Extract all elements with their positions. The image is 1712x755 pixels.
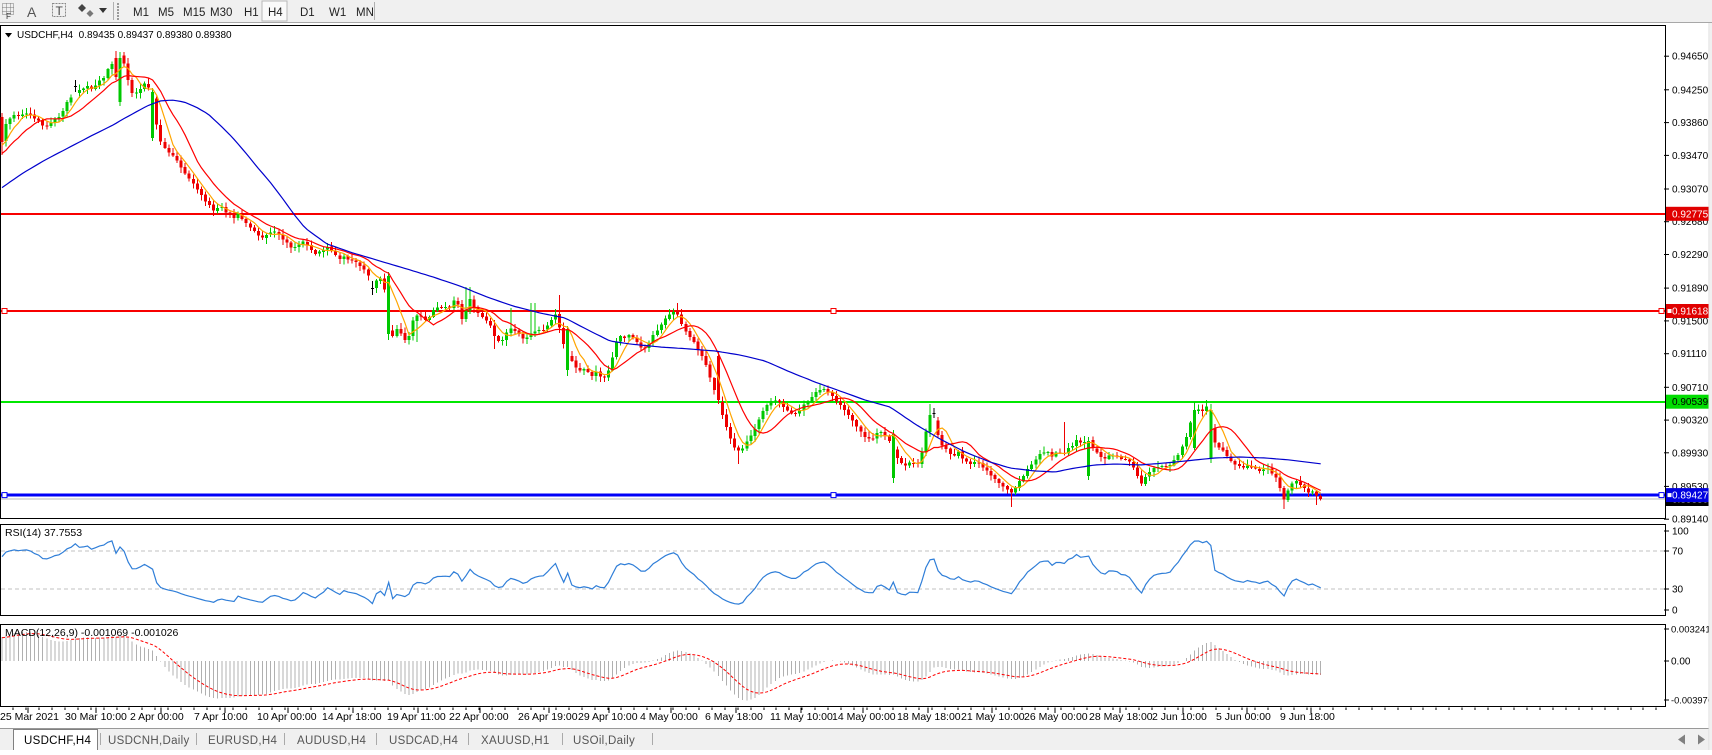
svg-text:EURUSD,H4: EURUSD,H4 <box>208 735 277 747</box>
svg-text:26 May 00:00: 26 May 00:00 <box>1024 711 1088 723</box>
svg-text:29 Apr 10:00: 29 Apr 10:00 <box>578 711 638 723</box>
svg-text:0.92290: 0.92290 <box>1672 250 1709 261</box>
svg-text:28 May 18:00: 28 May 18:00 <box>1089 711 1153 723</box>
svg-text:11 May 10:00: 11 May 10:00 <box>770 711 833 723</box>
svg-text:70: 70 <box>1672 547 1684 558</box>
svg-text:0.90710: 0.90710 <box>1672 383 1709 394</box>
svg-text:M15: M15 <box>183 7 205 19</box>
svg-text:9 Jun 18:00: 9 Jun 18:00 <box>1280 711 1335 723</box>
svg-text:M5: M5 <box>158 7 174 19</box>
svg-text:F: F <box>6 12 11 21</box>
svg-text:0.90539: 0.90539 <box>1672 397 1709 408</box>
svg-text:0.94250: 0.94250 <box>1672 85 1709 96</box>
svg-text:MACD(12,26,9) -0.001069 -0.001: MACD(12,26,9) -0.001069 -0.001026 <box>5 627 179 639</box>
svg-text:AUDUSD,H4: AUDUSD,H4 <box>297 735 366 747</box>
svg-text:7 Apr 10:00: 7 Apr 10:00 <box>194 711 248 723</box>
svg-text:22 Apr 00:00: 22 Apr 00:00 <box>449 711 509 723</box>
svg-text:19 Apr 11:00: 19 Apr 11:00 <box>387 711 446 723</box>
svg-text:0.93070: 0.93070 <box>1672 185 1709 196</box>
svg-text:0.89427: 0.89427 <box>1672 491 1709 502</box>
svg-text:30 Mar 10:00: 30 Mar 10:00 <box>65 711 127 723</box>
svg-text:-0.003976: -0.003976 <box>1671 696 1712 706</box>
svg-text:18 May 18:00: 18 May 18:00 <box>897 711 961 723</box>
svg-text:0.93860: 0.93860 <box>1672 118 1709 129</box>
svg-text:USDCAD,H4: USDCAD,H4 <box>389 735 458 747</box>
svg-text:M1: M1 <box>133 7 149 19</box>
svg-text:4 May 00:00: 4 May 00:00 <box>640 711 698 723</box>
svg-text:USDCHF,H4 0.89435 0.89437 0.8: USDCHF,H4 0.89435 0.89437 0.89380 0.8938… <box>17 30 232 41</box>
svg-text:USDCHF,H4: USDCHF,H4 <box>24 735 92 747</box>
svg-text:5 Jun 00:00: 5 Jun 00:00 <box>1216 711 1271 723</box>
svg-text:0.003241: 0.003241 <box>1671 625 1711 636</box>
svg-text:0.92680: 0.92680 <box>1672 217 1709 228</box>
svg-text:0.91110: 0.91110 <box>1672 349 1707 360</box>
svg-text:W1: W1 <box>329 7 346 19</box>
svg-text:6 May 18:00: 6 May 18:00 <box>705 711 763 723</box>
svg-text:100: 100 <box>1672 527 1689 538</box>
svg-text:0.91500: 0.91500 <box>1672 316 1709 327</box>
svg-text:0.90320: 0.90320 <box>1672 416 1709 427</box>
svg-text:0.93470: 0.93470 <box>1672 151 1709 162</box>
svg-text:26 Apr 19:00: 26 Apr 19:00 <box>518 711 578 723</box>
svg-text:14 May 00:00: 14 May 00:00 <box>832 711 896 723</box>
svg-text:0.92775: 0.92775 <box>1672 209 1709 220</box>
svg-text:A: A <box>27 4 37 20</box>
svg-text:0.91618: 0.91618 <box>1672 307 1709 318</box>
svg-text:RSI(14) 37.7553: RSI(14) 37.7553 <box>5 527 82 539</box>
svg-text:2 Jun 10:00: 2 Jun 10:00 <box>1152 711 1207 723</box>
svg-text:25 Mar 2021: 25 Mar 2021 <box>0 711 59 723</box>
svg-text:14 Apr 18:00: 14 Apr 18:00 <box>322 711 382 723</box>
svg-text:0.94650: 0.94650 <box>1672 52 1709 63</box>
svg-text:0.89530: 0.89530 <box>1672 482 1709 493</box>
svg-text:30: 30 <box>1672 585 1684 596</box>
svg-text:D1: D1 <box>300 7 315 19</box>
svg-text:0.89930: 0.89930 <box>1672 448 1709 459</box>
svg-text:USDCNH,Daily: USDCNH,Daily <box>108 735 190 747</box>
svg-text:21 May 10:00: 21 May 10:00 <box>961 711 1025 723</box>
svg-text:H1: H1 <box>244 7 259 19</box>
svg-text:XAUUSD,H1: XAUUSD,H1 <box>481 735 550 747</box>
svg-text:0: 0 <box>1672 606 1678 617</box>
svg-text:10 Apr 00:00: 10 Apr 00:00 <box>257 711 317 723</box>
svg-text:T: T <box>56 4 64 18</box>
svg-text:USOil,Daily: USOil,Daily <box>573 735 635 747</box>
svg-text:0.91890: 0.91890 <box>1672 284 1709 295</box>
svg-text:H4: H4 <box>268 7 283 19</box>
svg-text:M30: M30 <box>210 7 232 19</box>
svg-text:0.00: 0.00 <box>1671 657 1691 668</box>
svg-text:0.89140: 0.89140 <box>1672 515 1709 526</box>
svg-text:MN: MN <box>356 7 374 19</box>
svg-text:2 Apr 00:00: 2 Apr 00:00 <box>130 711 184 723</box>
